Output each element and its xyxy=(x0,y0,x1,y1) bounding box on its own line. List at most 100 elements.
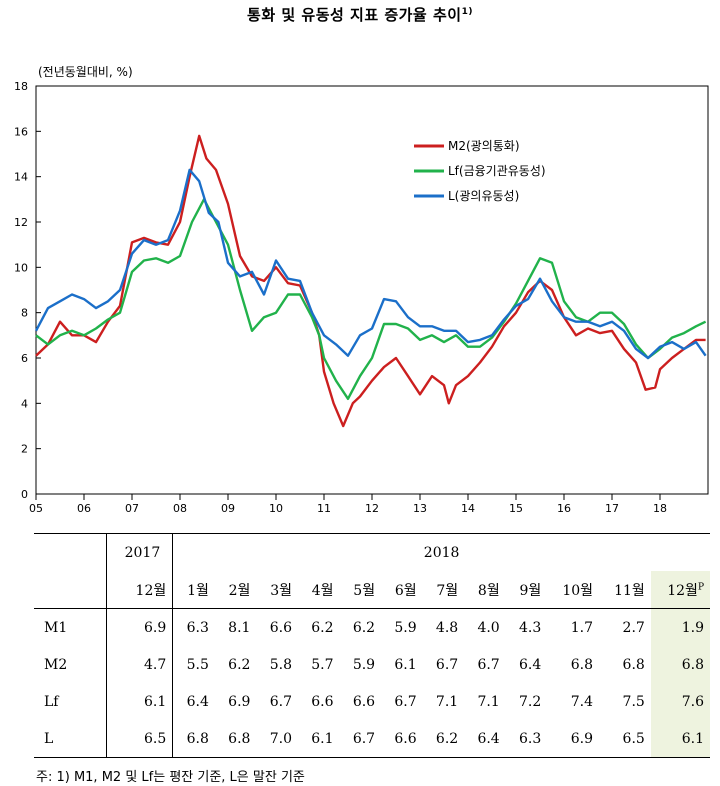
month-header: 4월 xyxy=(297,571,340,609)
unit-label: (전년동월대비, %) xyxy=(38,65,133,79)
table-cell: 6.1 xyxy=(650,720,710,758)
table-cell: 6.2 xyxy=(352,619,376,636)
x-tick-label: 15 xyxy=(509,502,523,515)
x-tick-label: 10 xyxy=(269,502,283,515)
x-tick-label: 18 xyxy=(653,502,667,515)
table-cell: 4.7 xyxy=(106,646,174,683)
table-cell: 7.1 xyxy=(435,693,459,710)
y-tick-label: 6 xyxy=(21,352,28,365)
table-cell: 6.7 xyxy=(339,720,382,758)
table-cell: 6.2 xyxy=(311,619,334,636)
year-2018: 2018 xyxy=(172,533,710,571)
table-cell: 5.5 xyxy=(186,656,209,673)
month-header: 11월 xyxy=(599,571,651,609)
table-cell: 6.8 xyxy=(172,720,215,758)
chart-title: 통화 및 유동성 지표 증가율 추이1) xyxy=(247,6,473,24)
table-cell: 6.6 xyxy=(311,693,334,710)
footnote: 주: 1) M1, M2 및 Lf는 평잔 기준, L은 말잔 기준 xyxy=(36,770,305,785)
table-cell: 7.5 xyxy=(622,693,645,710)
table-cell: 6.7 xyxy=(269,693,292,710)
y-tick-label: 4 xyxy=(21,397,28,410)
table-cell: 6.2 xyxy=(422,720,465,758)
table-cell: 4.8 xyxy=(435,619,459,636)
y-tick-label: 18 xyxy=(14,80,28,93)
month-header: 2월 xyxy=(214,571,257,609)
table-cell: 6.9 xyxy=(106,608,174,646)
month-header: 5월 xyxy=(339,571,382,609)
table-row: M1 6.9 6.3 8.1 6.6 6.2 6.2 5.9 4.8 4.0 4.3 1.7 2.7 1.… xyxy=(34,608,710,646)
table-cell: 6.9 xyxy=(228,693,251,710)
x-tick-label: 13 xyxy=(413,502,427,515)
table-row: M2 4.7 5.5 6.2 5.8 5.7 5.9 6.1 6.7 6.7 6.4 6.8 6.8 6.… xyxy=(34,646,710,683)
y-tick-label: 12 xyxy=(14,216,28,229)
table-row: Lf 6.1 6.4 6.9 6.7 6.6 6.6 6.7 7.1 7.1 7.2 7.4 7.5 7.… xyxy=(34,683,710,720)
table-cell: 7.4 xyxy=(570,693,594,710)
table-cell: 6.5 xyxy=(106,720,174,758)
table-cell: 6.8 xyxy=(650,646,710,683)
y-tick-label: 10 xyxy=(14,261,28,274)
month-header: 10월 xyxy=(547,571,600,609)
legend-label: M2(광의통화) xyxy=(448,139,520,153)
table-cell: 4.0 xyxy=(477,619,500,636)
month-header: 1월 xyxy=(172,571,215,609)
x-tick-label: 16 xyxy=(557,502,571,515)
x-tick-label: 12 xyxy=(365,502,379,515)
x-tick-label: 14 xyxy=(461,502,475,515)
row-label: M2 xyxy=(34,646,107,683)
table-cell: 7.2 xyxy=(519,693,542,710)
month-header: 3월 xyxy=(256,571,298,609)
x-tick-label: 06 xyxy=(77,502,91,515)
month-header: 12월P xyxy=(650,571,710,609)
table-cell: 6.8 xyxy=(214,720,257,758)
month-header: 8월 xyxy=(464,571,506,609)
table-cell: 8.1 xyxy=(228,619,251,636)
y-tick-label: 16 xyxy=(14,125,28,138)
table-cell: 6.9 xyxy=(547,720,600,758)
month-header: 9월 xyxy=(505,571,548,609)
line-chart: 0 2 4 6 8 10 12 14 16 18 05 06 07 08 09 10 11 12 13 14 15 16… xyxy=(14,80,709,515)
x-tick-label: 08 xyxy=(173,502,187,515)
x-tick-label: 07 xyxy=(125,502,139,515)
table-cell: 7.1 xyxy=(477,693,500,710)
table-cell: 1.9 xyxy=(650,608,710,646)
table-year-row: 2017 2018 xyxy=(34,533,710,571)
table-cell: 5.9 xyxy=(352,656,376,673)
series-line-3 xyxy=(34,168,707,360)
y-tick-label: 8 xyxy=(21,307,28,320)
month-header: 7월 xyxy=(422,571,465,609)
table-cell: 6.4 xyxy=(464,720,506,758)
row-label: L xyxy=(34,720,107,758)
table-cell: 6.3 xyxy=(186,619,209,636)
table-cell: 6.4 xyxy=(186,693,209,710)
year-2017: 2017 xyxy=(106,533,174,571)
table-month-row: 12월 1월 2월 3월 4월 5월 6월 7월 8월 9월 10월 11월 12월P xyxy=(34,571,710,609)
series-line-1 xyxy=(35,134,706,428)
x-tick-label: 11 xyxy=(317,502,331,515)
table-cell: 6.5 xyxy=(599,720,651,758)
month-header: 6월 xyxy=(381,571,423,609)
legend-label: Lf(금융기관유동성) xyxy=(448,164,546,178)
table-cell: 6.4 xyxy=(519,656,542,673)
y-tick-label: 14 xyxy=(14,171,28,184)
x-tick-label: 09 xyxy=(221,502,235,515)
table-cell: 6.8 xyxy=(622,656,645,673)
table-cell: 6.1 xyxy=(297,720,340,758)
table-cell: 1.7 xyxy=(570,619,594,636)
table-cell: 6.1 xyxy=(106,683,174,720)
table-cell: 6.6 xyxy=(381,720,423,758)
table-cell: 6.7 xyxy=(477,656,500,673)
table-cell: 4.3 xyxy=(519,619,542,636)
table-cell: 6.3 xyxy=(505,720,548,758)
table-cell: 6.7 xyxy=(394,693,417,710)
y-tick-label: 2 xyxy=(21,443,28,456)
x-tick-label: 05 xyxy=(29,502,43,515)
indicator-table: 2017 2018 12월 1월 2월 3월 4월 5월 6월 7월 8월 9월 10월 11월 12월… xyxy=(34,533,710,758)
table-cell: 5.8 xyxy=(269,656,292,673)
legend-label: L(광의유동성) xyxy=(448,189,519,203)
table-cell: 6.1 xyxy=(394,656,417,673)
table-cell: 7.6 xyxy=(650,683,710,720)
x-tick-label: 17 xyxy=(605,502,619,515)
table-cell: 7.0 xyxy=(256,720,298,758)
month-header: 12월 xyxy=(106,571,174,609)
table-cell: 6.2 xyxy=(228,656,251,673)
